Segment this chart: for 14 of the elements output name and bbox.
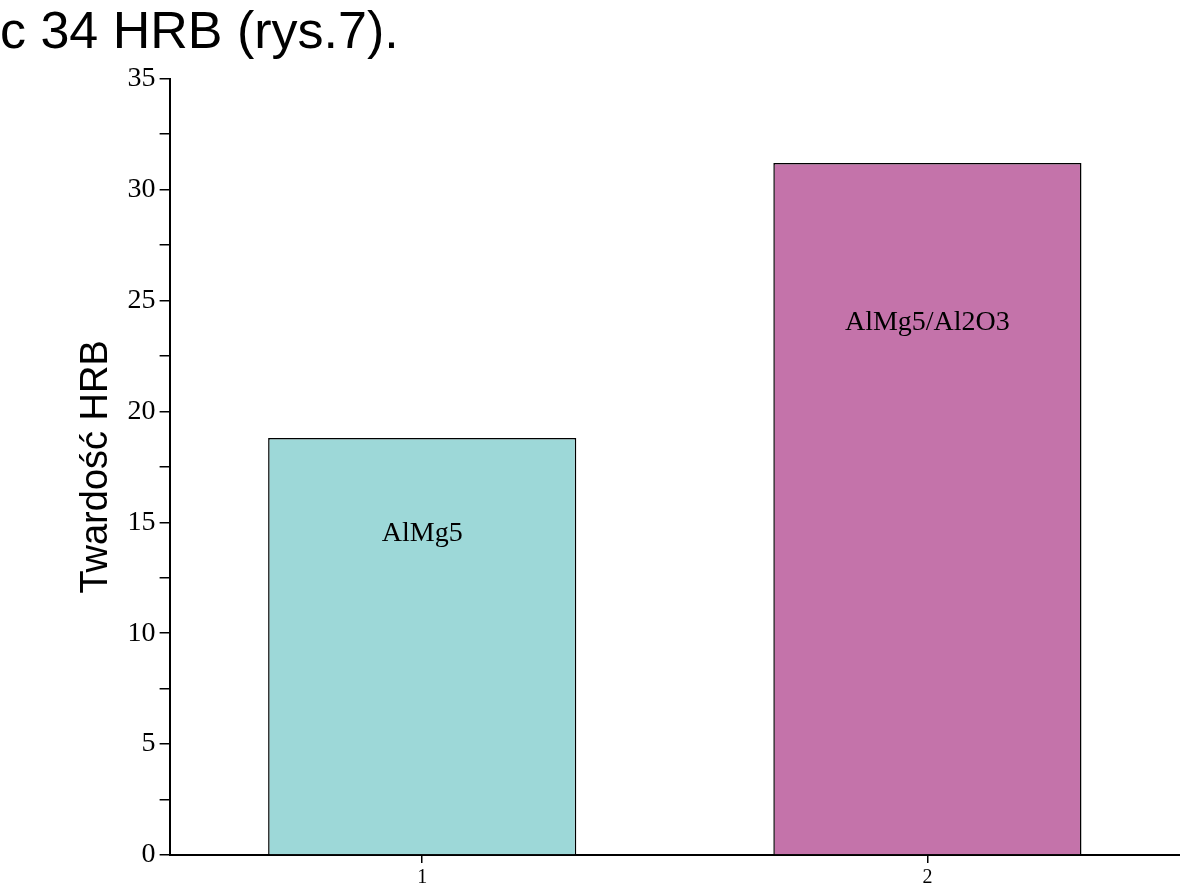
y-tick-label: 5 bbox=[141, 726, 156, 758]
y-tick-label: 35 bbox=[127, 61, 156, 93]
text: c 34 HRB (rys.7). bbox=[0, 0, 399, 60]
x-tick-label: 1 bbox=[417, 865, 428, 888]
annotation: AlMg5/Al2O3 bbox=[844, 304, 1010, 336]
annotation: AlMg5 bbox=[381, 516, 463, 548]
y-tick-label: 20 bbox=[127, 393, 156, 425]
y-tick-label: 15 bbox=[127, 504, 156, 536]
y-tick-label: 30 bbox=[127, 172, 156, 204]
x-tick-label: 2 bbox=[922, 865, 933, 888]
y-tick-label: 10 bbox=[127, 615, 156, 647]
y-tick-label: 25 bbox=[127, 282, 156, 314]
y-axis-title: Twardość HRB bbox=[73, 340, 116, 594]
y-tick-label: 0 bbox=[141, 837, 156, 869]
